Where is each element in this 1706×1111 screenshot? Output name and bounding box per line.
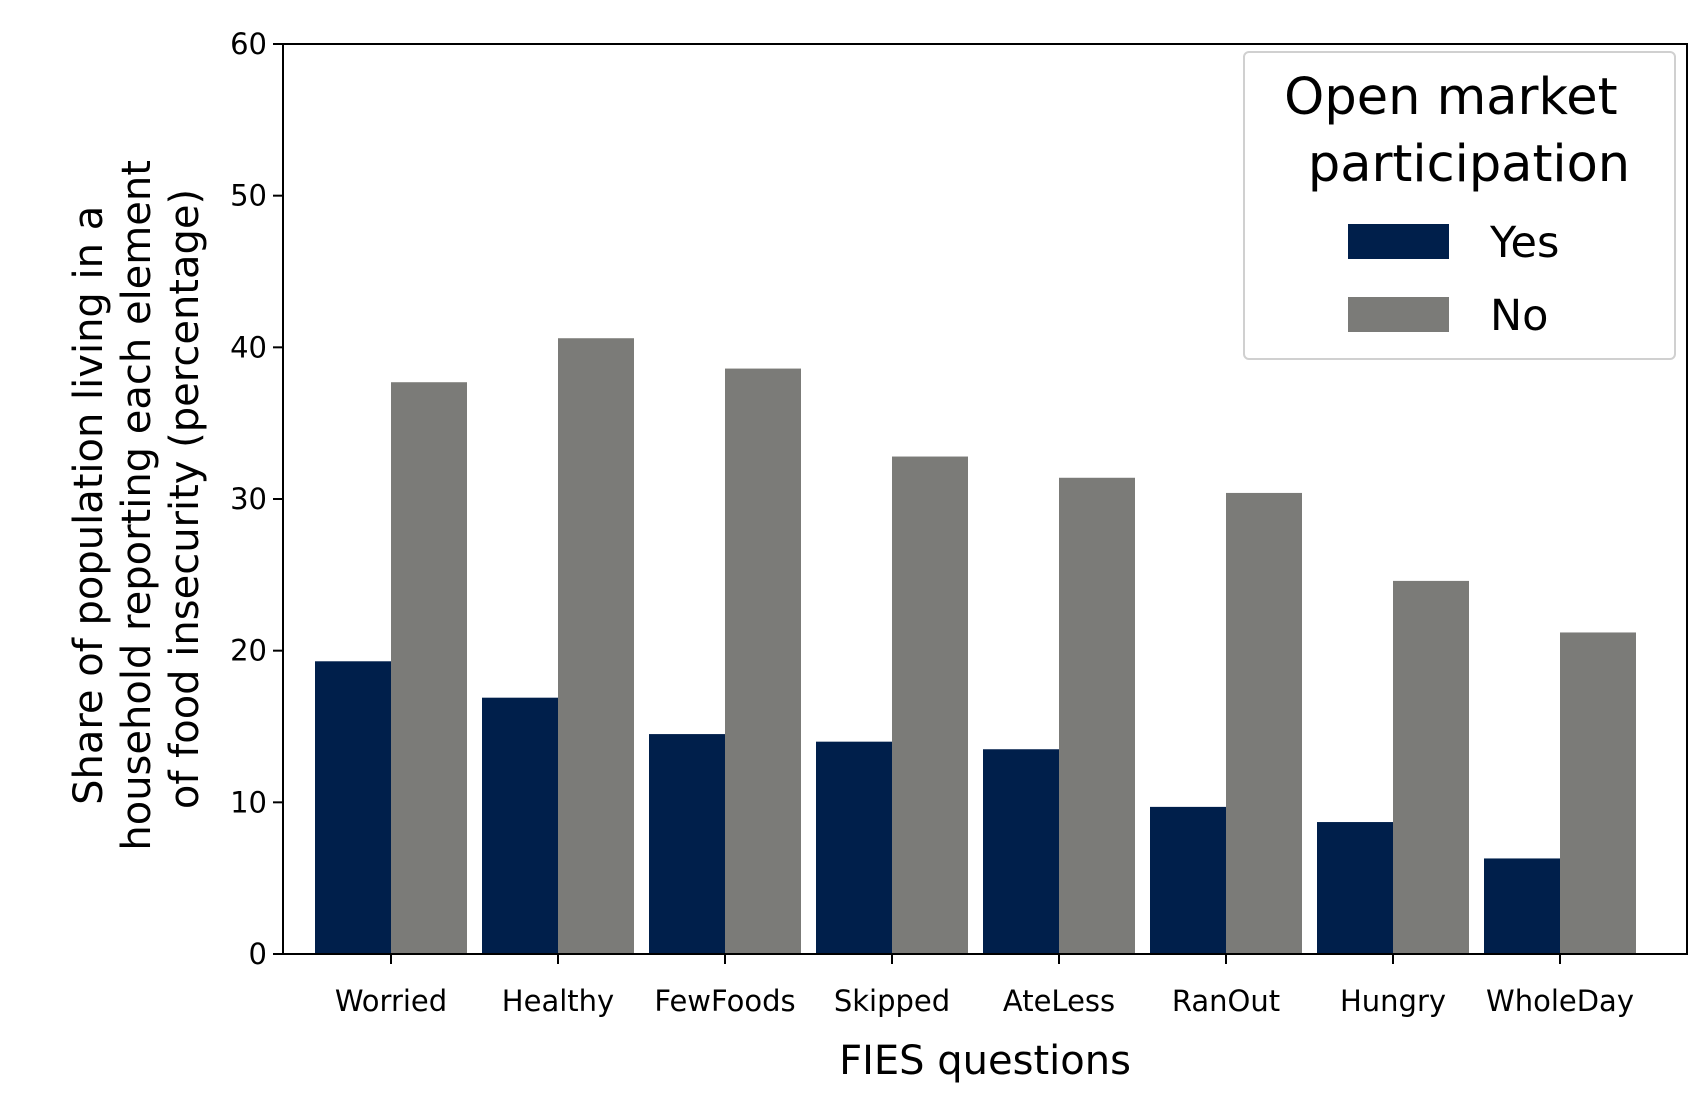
bar-yes-ranout [1150,806,1226,954]
y-tick-label: 10 [230,785,267,819]
x-tick-label-fewfoods: FewFoods [654,984,795,1018]
bar-no-ateless [1059,477,1135,954]
x-axis-title: FIES questions [839,1038,1131,1084]
y-axis: 0 10 20 30 40 50 60 [230,27,283,971]
legend-title-line-2: participation [1308,135,1630,194]
bar-no-hungry [1393,580,1469,954]
x-tick-label-ranout: RanOut [1172,984,1280,1018]
legend: Open market participation Yes No [1243,51,1676,360]
x-tick-label-healthy: Healthy [502,984,614,1018]
bar-yes-worried [315,661,391,954]
bar-yes-skipped [816,741,892,954]
bar-yes-hungry [1317,822,1393,954]
x-axis: Worried Healthy FewFoods Skipped AteLess RanO… [335,954,1634,1018]
bar-no-fewfoods [725,368,801,955]
bar-no-wholeday [1560,632,1636,954]
legend-swatch-no [1348,297,1449,332]
bar-no-ranout [1226,492,1302,954]
legend-box [1243,51,1676,360]
y-tick-label: 20 [230,634,267,668]
x-tick-label-ateless: AteLess [1003,984,1115,1018]
x-tick-label-wholeday: WholeDay [1486,984,1634,1018]
bar-yes-ateless [983,749,1059,954]
legend-swatch-yes [1348,224,1449,259]
y-axis-title-line-1: Share of population living in a [66,206,112,805]
y-axis-title-line-3: of food insecurity (percentage) [162,189,208,809]
bar-yes-healthy [482,697,558,954]
bar-no-worried [391,382,467,954]
legend-title-line-1: Open market [1284,68,1617,127]
y-tick-label: 40 [230,330,267,364]
svg-text:Open market participatio: Open market participation [1284,68,1634,194]
y-tick-label: 60 [230,27,267,61]
y-axis-title-line-2: household reporting each element [114,160,160,851]
x-tick-label-worried: Worried [335,984,447,1018]
bar-no-skipped [892,456,968,954]
y-tick-label: 30 [230,482,267,516]
bar-yes-fewfoods [649,734,725,954]
svg-text:Share of population living in: Share of population living in a househol… [66,147,208,850]
bar-no-healthy [558,338,634,954]
y-tick-label: 50 [230,179,267,213]
bar-yes-wholeday [1484,858,1560,954]
legend-label-yes: Yes [1489,218,1559,268]
x-tick-label-hungry: Hungry [1340,984,1446,1018]
bars-group [315,338,1636,955]
y-axis-title: Share of population living in a househol… [66,147,208,851]
legend-label-no: No [1490,291,1548,341]
x-tick-label-skipped: Skipped [834,984,950,1018]
y-tick-label: 0 [249,937,267,971]
